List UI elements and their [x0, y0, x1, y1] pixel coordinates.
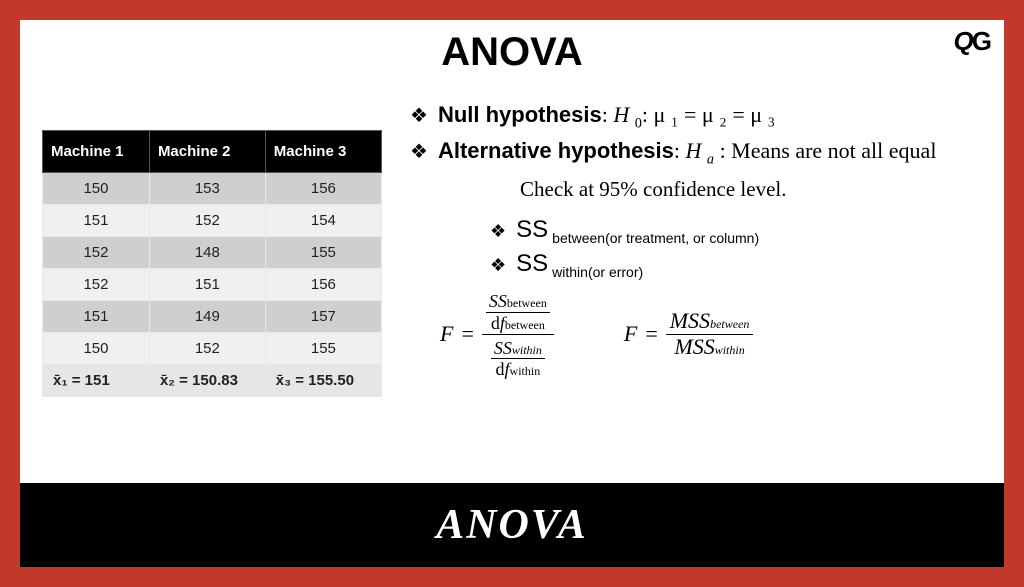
null-hypothesis-text: Null hypothesis: H 0: μ ₁ = μ ₂ = μ ₃ — [438, 102, 775, 132]
mean-cell: x̄₃ = 155.50 — [265, 365, 381, 397]
confidence-note: Check at 95% confidence level. — [520, 177, 976, 202]
mean-cell: x̄₂ = 150.83 — [149, 365, 265, 397]
outer-fraction: SSbetween dfbetween SSwithin dfwithin — [482, 288, 554, 380]
cell: 153 — [149, 173, 265, 205]
formulas-row: F = SSbetween dfbetween SSwithin — [440, 288, 976, 380]
cell: 155 — [265, 333, 381, 365]
logo-q: Q — [954, 26, 972, 56]
logo-qg: QG — [954, 26, 990, 57]
ss-within-line: ❖ SS within(or error) — [490, 250, 976, 278]
cell: 151 — [43, 301, 150, 333]
page-title: ANOVA — [441, 30, 582, 75]
cell: 156 — [265, 173, 381, 205]
table-row: 150 153 156 — [43, 173, 382, 205]
alt-hypothesis-line: ❖ Alternative hypothesis: H a : Means ar… — [410, 138, 976, 168]
left-column: Machine 1 Machine 2 Machine 3 150 153 15… — [20, 20, 400, 483]
cell: 149 — [149, 301, 265, 333]
col-header: Machine 1 — [43, 131, 150, 173]
cell: 150 — [43, 333, 150, 365]
cell: 152 — [149, 205, 265, 237]
bottom-banner: ANOVA — [20, 483, 1004, 567]
diamond-bullet-icon: ❖ — [490, 253, 506, 278]
diamond-bullet-icon: ❖ — [490, 219, 506, 244]
diamond-bullet-icon: ❖ — [410, 138, 428, 166]
cell: 148 — [149, 237, 265, 269]
table-row: 151 149 157 — [43, 301, 382, 333]
null-hypothesis-line: ❖ Null hypothesis: H 0: μ ₁ = μ ₂ = μ ₃ — [410, 102, 976, 132]
table-means-row: x̄₁ = 151 x̄₂ = 150.83 x̄₃ = 155.50 — [43, 365, 382, 397]
table-row: 151 152 154 — [43, 205, 382, 237]
col-header: Machine 2 — [149, 131, 265, 173]
col-header: Machine 3 — [265, 131, 381, 173]
logo-g: G — [972, 26, 990, 56]
f-formula-mss: F = MSSbetween MSSwithin — [624, 309, 754, 358]
table-row: 152 148 155 — [43, 237, 382, 269]
cell: 155 — [265, 237, 381, 269]
mss-fraction: MSSbetween MSSwithin — [666, 309, 754, 358]
table-row: 152 151 156 — [43, 269, 382, 301]
cell: 152 — [149, 333, 265, 365]
cell: 152 — [43, 269, 150, 301]
table-row: 150 152 155 — [43, 333, 382, 365]
table-header-row: Machine 1 Machine 2 Machine 3 — [43, 131, 382, 173]
ss-between-line: ❖ SS between(or treatment, or column) — [490, 216, 976, 244]
f-formula-expanded: F = SSbetween dfbetween SSwithin — [440, 288, 554, 380]
bottom-title: ANOVA — [436, 501, 588, 549]
right-column: ❖ Null hypothesis: H 0: μ ₁ = μ ₂ = μ ₃ … — [400, 20, 1004, 483]
alt-hypothesis-text: Alternative hypothesis: H a : Means are … — [438, 138, 937, 168]
cell: 151 — [149, 269, 265, 301]
data-table: Machine 1 Machine 2 Machine 3 150 153 15… — [42, 130, 382, 397]
cell: 152 — [43, 237, 150, 269]
cell: 151 — [43, 205, 150, 237]
content-area: QG ANOVA Machine 1 Machine 2 Machine 3 1… — [20, 20, 1004, 483]
cell: 157 — [265, 301, 381, 333]
cell: 154 — [265, 205, 381, 237]
cell: 156 — [265, 269, 381, 301]
slide-frame: QG ANOVA Machine 1 Machine 2 Machine 3 1… — [20, 20, 1004, 567]
cell: 150 — [43, 173, 150, 205]
mean-cell: x̄₁ = 151 — [43, 365, 150, 397]
diamond-bullet-icon: ❖ — [410, 102, 428, 130]
ss-group: ❖ SS between(or treatment, or column) ❖ … — [490, 216, 976, 278]
